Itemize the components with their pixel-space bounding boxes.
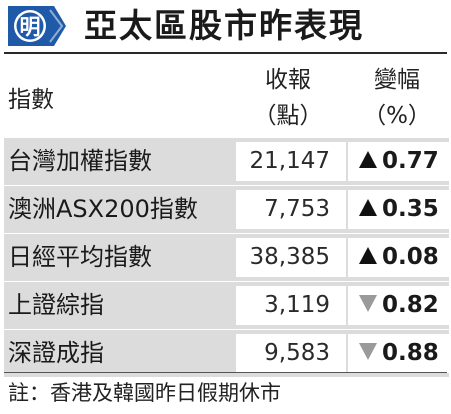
close-value: 21,147 (236, 142, 346, 181)
table-row: 深證成指 9,583 0.88 (4, 330, 449, 377)
up-triangle-icon (359, 199, 377, 216)
change-cell: 0.08 (348, 238, 449, 277)
table-row: 上證綜指 3,119 0.82 (4, 282, 449, 329)
change-cell: 0.35 (348, 190, 449, 229)
down-triangle-icon (359, 343, 377, 360)
index-table: 台灣加權指數 21,147 0.77 澳洲ASX200指數 7,753 0.35… (4, 138, 449, 378)
change-value: 0.08 (382, 244, 439, 270)
index-name: 澳洲ASX200指數 (8, 195, 198, 223)
index-name: 日經平均指數 (8, 243, 152, 271)
change-cell: 0.82 (348, 286, 449, 325)
close-value: 3,119 (236, 286, 346, 325)
change-value: 0.82 (382, 292, 439, 318)
ming-pao-logo-icon: 明 (8, 6, 66, 46)
change-value: 0.77 (382, 148, 439, 174)
title-divider (4, 52, 447, 54)
close-value: 9,583 (236, 334, 346, 373)
change-value: 0.88 (382, 340, 439, 366)
table-row: 台灣加權指數 21,147 0.77 (4, 138, 449, 185)
page-title: 亞太區股市昨表現 (84, 6, 364, 45)
column-header-change-label: 變幅 (374, 67, 420, 93)
footnote-divider (4, 372, 447, 373)
change-cell: 0.77 (348, 142, 449, 181)
down-triangle-icon (359, 295, 377, 312)
column-header-index: 指數 (8, 87, 54, 113)
column-header-close-unit: （點） (253, 103, 323, 129)
footnote: 註：香港及韓國昨日假期休市 (8, 381, 281, 405)
logo-text: 明 (20, 15, 41, 39)
table-row: 澳洲ASX200指數 7,753 0.35 (4, 186, 449, 233)
column-header-change: 變幅 （%） (346, 62, 448, 138)
up-triangle-icon (359, 151, 377, 168)
newspaper-logo: 明 (6, 4, 68, 48)
column-header-close-label: 收報 (265, 67, 311, 93)
up-triangle-icon (359, 247, 377, 264)
index-name: 台灣加權指數 (8, 147, 152, 175)
close-value: 7,753 (236, 190, 346, 229)
index-name: 深證成指 (8, 339, 104, 367)
index-name: 上證綜指 (8, 291, 104, 319)
column-header-close: 收報 （點） (232, 62, 344, 138)
close-value: 38,385 (236, 238, 346, 277)
table-row: 日經平均指數 38,385 0.08 (4, 234, 449, 281)
change-value: 0.35 (382, 196, 439, 222)
column-header-change-unit: （%） (363, 103, 431, 129)
change-cell: 0.88 (348, 334, 449, 373)
